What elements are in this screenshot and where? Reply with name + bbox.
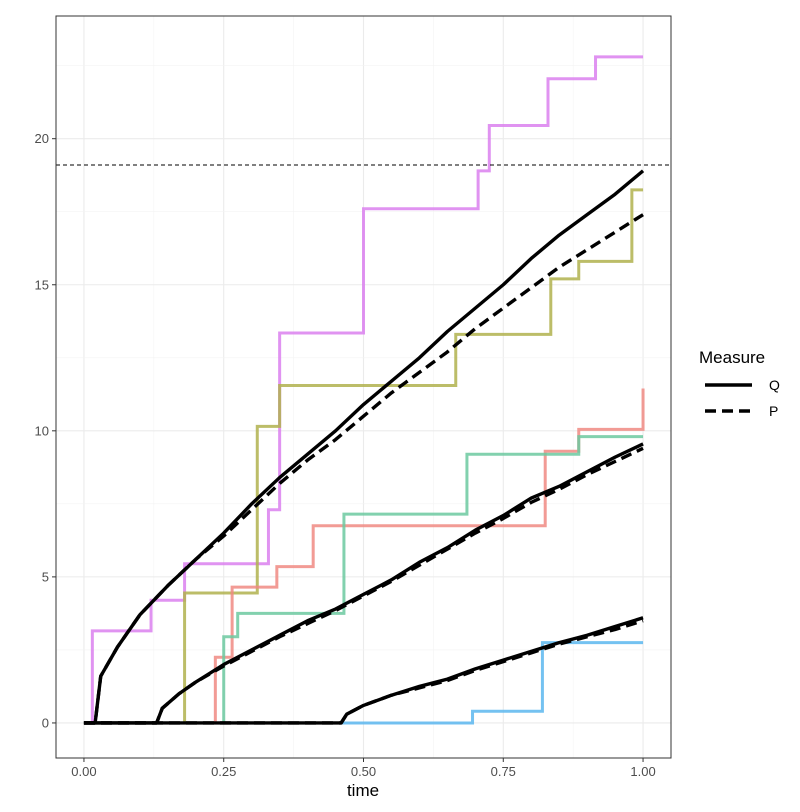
y-tick-label: 20 <box>35 131 49 146</box>
legend-title: Measure <box>699 348 765 367</box>
y-tick-label: 10 <box>35 423 49 438</box>
x-tick-label: 0.00 <box>71 764 96 779</box>
x-tick-label: 1.00 <box>630 764 655 779</box>
y-tick-label: 0 <box>42 715 49 730</box>
x-tick-label: 0.25 <box>211 764 236 779</box>
legend-label-Q: Q <box>769 377 780 393</box>
y-axis-ticks: 0 5 10 15 20 <box>35 131 56 730</box>
legend-entries: QP <box>705 377 780 419</box>
x-axis-title: time <box>347 781 379 800</box>
legend: Measure QP <box>699 348 780 419</box>
series-Q-curve-3 <box>83 442 644 725</box>
x-tick-label: 0.75 <box>491 764 516 779</box>
step-series-1 <box>83 55 644 725</box>
legend-label-P: P <box>769 403 778 419</box>
series-P-curve-4 <box>83 446 644 725</box>
x-axis-ticks: 0.00 0.25 0.50 0.75 1.00 <box>71 758 656 779</box>
y-tick-label: 5 <box>42 569 49 584</box>
x-tick-label: 0.50 <box>351 764 376 779</box>
step-series-2 <box>83 188 644 725</box>
measure-curves-group <box>83 169 645 725</box>
step-series-4 <box>83 435 644 725</box>
y-tick-label: 15 <box>35 277 49 292</box>
series-P-curve-2 <box>83 213 644 725</box>
series-Q-curve-1 <box>83 169 645 725</box>
series-P-curve-6 <box>83 619 644 725</box>
